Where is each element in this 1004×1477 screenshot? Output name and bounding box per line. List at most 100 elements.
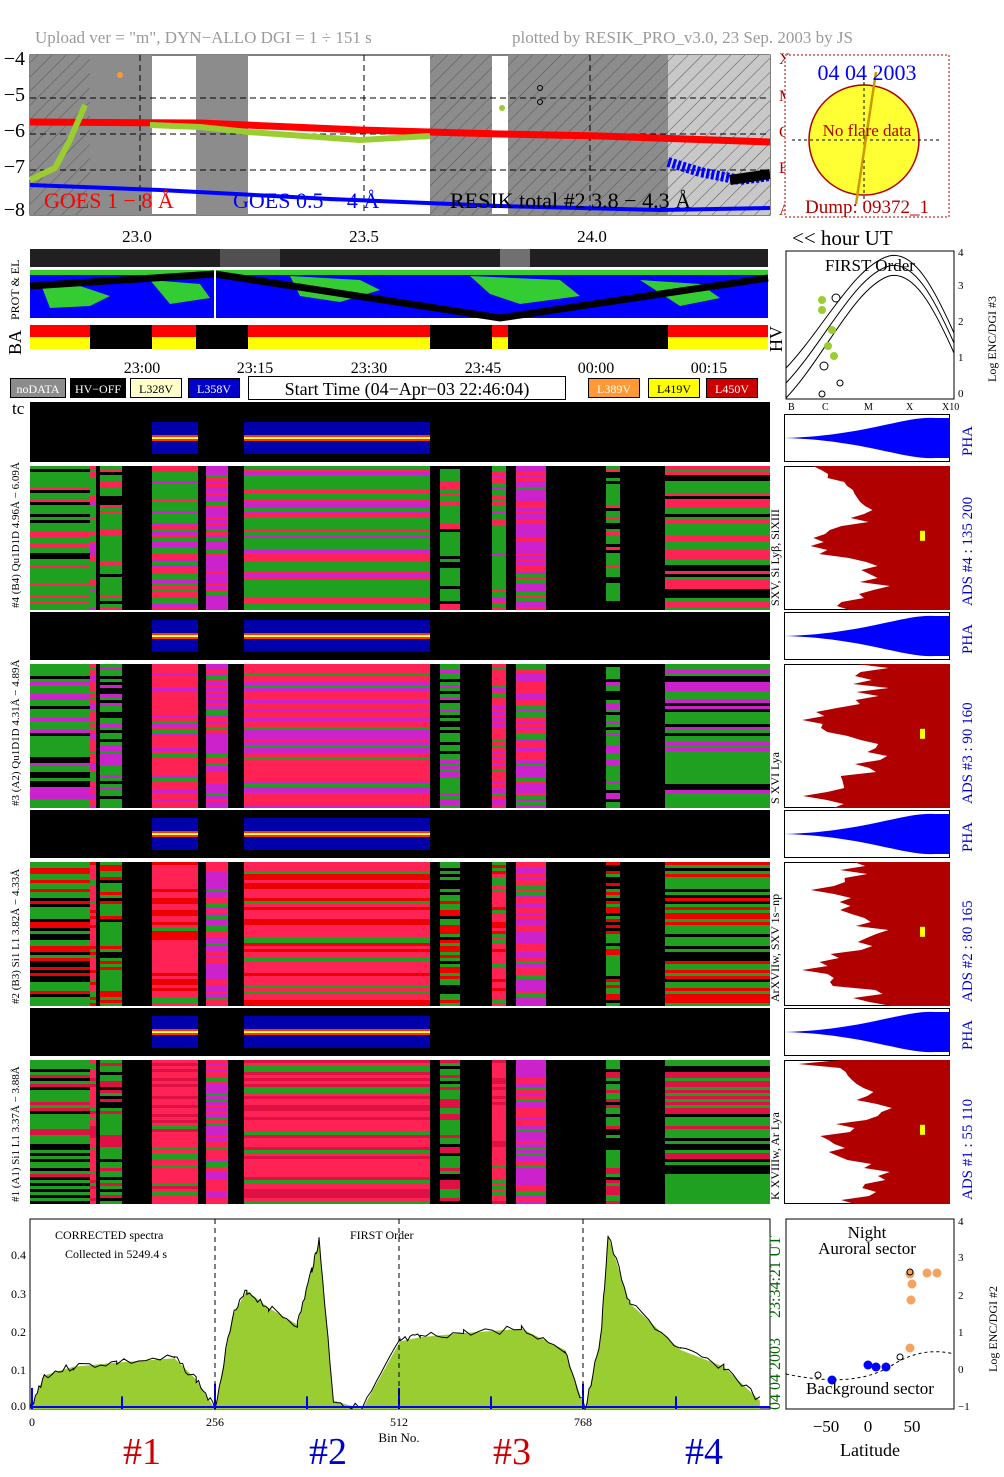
latitude-ytick: −1 (958, 1401, 970, 1413)
spectrum-area (30, 1235, 760, 1409)
spectrum-first-order: FIRST Order (350, 1228, 413, 1242)
channel-mark-2: #2 (309, 1431, 347, 1473)
first-order-xtick: X (906, 402, 914, 413)
l358v-legend: L358V (188, 378, 240, 398)
pha-histogram (784, 1008, 950, 1056)
dump-label: Dump: 09372_1 (805, 197, 929, 218)
latitude-ytick: 1 (958, 1327, 964, 1339)
spectrum-side-time: 23:34:21 UT (767, 1235, 784, 1318)
latitude-ytick: 4 (958, 1216, 964, 1228)
upload-version-label: Upload ver = "m", DYN−ALLO DGI = 1 ÷ 151… (35, 28, 372, 47)
goes1-curve (29, 118, 771, 146)
ba-label: BA (5, 329, 25, 355)
night-label: Night (848, 1223, 887, 1242)
class-letter: C (779, 124, 790, 141)
hv-off-legend: HV−OFF (70, 378, 126, 398)
pha-label: PHA (960, 1019, 976, 1050)
spectrum-ytick: 0.2 (11, 1325, 26, 1339)
channel-mark-3: #3 (493, 1431, 531, 1473)
first-order-ytick: 4 (958, 248, 964, 259)
channel-mark-4: #4 (685, 1431, 723, 1473)
time-tick: 23:45 (465, 360, 501, 376)
class-letter: B (779, 160, 790, 177)
goes-ytick: −5 (4, 84, 25, 106)
time-tick: 23:15 (237, 360, 273, 376)
ads-histogram (784, 1060, 950, 1204)
channel-mark-1: #1 (123, 1431, 161, 1473)
ads-spectrogram (30, 466, 770, 610)
pha-strip (30, 414, 770, 462)
first-order-xtick: M (864, 402, 873, 413)
spectrum-line (29, 1235, 761, 1411)
time-tick: 23:30 (351, 360, 387, 376)
ion-label: ArXVIIw, SXV 1s−np (768, 893, 782, 1002)
spectrum-ytick: 0.3 (11, 1287, 26, 1301)
no-flare-label: No flare data (823, 121, 912, 140)
plotted-by-label: plotted by RESIK_PRO_v3.0, 23 Sep. 2003 … (512, 28, 853, 47)
latitude-ytick: 2 (958, 1290, 964, 1302)
tc-strip (30, 402, 770, 414)
time-tick: 00:15 (691, 360, 727, 376)
spectrum-xtick: 0 (29, 1415, 35, 1429)
legend-goes1: GOES 1 − 8 Å (44, 188, 174, 213)
spectrum-ytick: 0.0 (11, 1399, 26, 1413)
latitude-xtick: 0 (864, 1417, 873, 1436)
spectrum-xtick: 768 (574, 1415, 592, 1429)
time-tick: 00:00 (578, 360, 614, 376)
ion-label: K XVIIIw, Ar Lya (768, 1112, 782, 1200)
ads-spectrogram (30, 1060, 770, 1204)
ads-spectrogram (30, 664, 770, 808)
ads-histogram (784, 466, 950, 610)
goes-ytick: −6 (4, 120, 25, 142)
spectrum-xtick: 512 (390, 1415, 408, 1429)
spectrum-side-date: 04 04 2003 (767, 1338, 784, 1410)
pha-strip (30, 810, 770, 858)
ads-spectrogram (30, 862, 770, 1006)
latitude-ytick: 0 (958, 1364, 964, 1376)
sun-panel: 04 04 2003 No flare data Dump: 09372_1 (784, 54, 950, 218)
goes-xtick: 24.0 (577, 227, 607, 245)
l328v-legend: L328V (130, 378, 182, 398)
first-order-panel: FIRST Order 4 3 2 1 0 B C M X X10 (785, 248, 964, 413)
pha-label: PHA (960, 425, 976, 456)
spectrum-ytick: 0.1 (11, 1363, 26, 1377)
first-order-xtick: X10 (942, 402, 959, 413)
ads-count-label: ADS #2 : 80 165 (960, 900, 976, 1002)
tc-label: tc (12, 399, 25, 418)
goes-ytick: −7 (4, 156, 25, 178)
spectrum-xtick: 256 (206, 1415, 224, 1429)
pha-strip (30, 612, 770, 660)
pha-histogram (784, 810, 950, 858)
nodata-legend: noDATA (10, 378, 66, 398)
goes-ytick: −4 (4, 50, 25, 70)
latitude-xtick: 50 (904, 1417, 921, 1436)
legend-goes05: GOES 0.5 − 4 Å (233, 188, 379, 213)
prot-el-label: PROT & EL (8, 259, 22, 320)
first-order-title: FIRST Order (825, 256, 915, 275)
l450v-legend: L450V (706, 378, 758, 398)
latitude-panel: Night Auroral sector Background sector 4… (785, 1216, 970, 1460)
pha-label: PHA (960, 821, 976, 852)
spectrum-panel: CORRECTED spectra Collected in 5249.4 s … (11, 1218, 771, 1473)
ads-histogram (784, 664, 950, 808)
resik-curve (28, 103, 431, 183)
pha-label: PHA (960, 623, 976, 654)
spectrum-note: CORRECTED spectra (55, 1228, 164, 1242)
ads-count-label: ADS #1 : 55 110 (960, 1098, 976, 1200)
start-time-label: Start Time (04−Apr−03 22:46:04) (248, 376, 566, 400)
background-label: Background sector (806, 1379, 934, 1398)
l389v-legend: L389V (588, 378, 640, 398)
spectrum-xlabel: Bin No. (378, 1430, 419, 1445)
hour-ut-label: << hour UT (792, 226, 893, 250)
time-tick: 23:00 (124, 360, 160, 376)
goes-xtick: 23.0 (122, 227, 152, 245)
night-band (196, 55, 248, 215)
channel-label: #4 (B4) Qu1D1D 4.96Å − 6.09Å (10, 462, 22, 608)
goes05-curve (29, 183, 771, 213)
first-order-ytick: 2 (958, 316, 964, 328)
goes-ytick: −8 (4, 199, 25, 221)
ion-label: SXV, Si Lyβ, SiXIII (768, 509, 782, 606)
sun-date: 04 04 2003 (818, 60, 917, 85)
l419v-legend: L419V (648, 378, 700, 398)
ion-label: S XVI Lya (768, 752, 782, 804)
